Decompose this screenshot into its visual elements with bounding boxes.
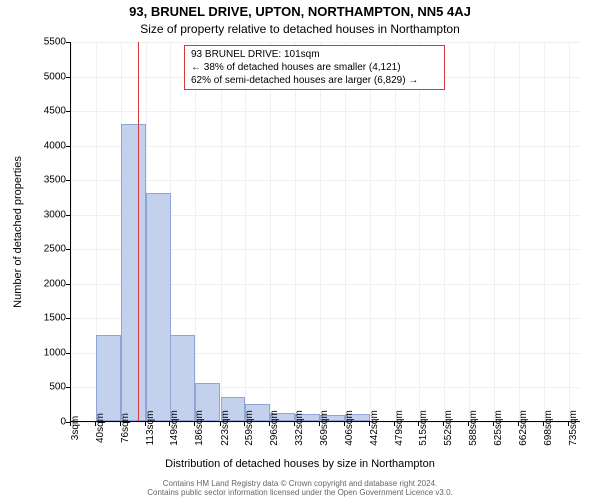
x-tick-label: 515sqm — [418, 410, 429, 446]
x-tick-label: 3sqm — [70, 416, 81, 440]
x-tick-label: 479sqm — [394, 410, 405, 446]
x-tick-label: 113sqm — [145, 411, 156, 446]
x-tick-label: 76sqm — [120, 413, 131, 443]
y-tick-label: 3000 — [44, 209, 66, 220]
x-tick-label: 259sqm — [244, 410, 255, 446]
x-axis-label: Distribution of detached houses by size … — [0, 458, 600, 470]
property-callout: 93 BRUNEL DRIVE: 101sqm ← 38% of detache… — [184, 45, 445, 90]
x-tick-label: 625sqm — [493, 410, 504, 446]
callout-smaller: ← 38% of detached houses are smaller (4,… — [191, 61, 438, 74]
x-tick-label: 296sqm — [269, 410, 280, 446]
histogram-bar — [121, 124, 146, 421]
histogram-bars — [71, 42, 580, 421]
plot-area: 93 BRUNEL DRIVE: 101sqm ← 38% of detache… — [70, 42, 580, 422]
x-tick-label: 735sqm — [568, 410, 579, 446]
y-tick-label: 2500 — [44, 244, 66, 255]
histogram-bar — [96, 335, 121, 421]
y-tick-label: 3500 — [44, 175, 66, 186]
chart-container: 93, BRUNEL DRIVE, UPTON, NORTHAMPTON, NN… — [0, 0, 600, 500]
x-tick-label: 369sqm — [319, 410, 330, 446]
footer-line2: Contains public sector information licen… — [0, 488, 600, 498]
y-tick-label: 1000 — [44, 347, 66, 358]
y-tick-label: 500 — [49, 382, 66, 393]
y-tick-label: 4000 — [44, 140, 66, 151]
x-tick-label: 223sqm — [220, 410, 231, 446]
y-tick-label: 2000 — [44, 278, 66, 289]
x-tick-label: 186sqm — [194, 410, 205, 446]
footer-line1: Contains HM Land Registry data © Crown c… — [0, 479, 600, 489]
x-tick-label: 40sqm — [95, 413, 106, 443]
x-tick-label: 332sqm — [294, 410, 305, 446]
callout-larger: 62% of semi-detached houses are larger (… — [191, 74, 438, 87]
x-tick-label: 698sqm — [543, 410, 554, 446]
chart-title-description: Size of property relative to detached ho… — [0, 22, 600, 36]
x-tick-label: 406sqm — [344, 410, 355, 446]
x-tick-label: 442sqm — [369, 410, 380, 446]
footer-attribution: Contains HM Land Registry data © Crown c… — [0, 479, 600, 498]
y-tick-label: 1500 — [44, 313, 66, 324]
x-tick-label: 552sqm — [443, 410, 454, 446]
y-axis-label: Number of detached properties — [12, 156, 24, 308]
histogram-bar — [146, 193, 171, 421]
y-tick-label: 5000 — [44, 71, 66, 82]
x-tick-label: 588sqm — [468, 410, 479, 446]
x-tick-label: 662sqm — [518, 410, 529, 446]
histogram-bar — [170, 335, 195, 421]
y-tick-label: 4500 — [44, 106, 66, 117]
y-tick-label: 5500 — [44, 37, 66, 48]
callout-title: 93 BRUNEL DRIVE: 101sqm — [191, 48, 438, 61]
property-marker-line — [138, 42, 139, 421]
x-tick-label: 149sqm — [169, 410, 180, 446]
chart-title-address: 93, BRUNEL DRIVE, UPTON, NORTHAMPTON, NN… — [0, 4, 600, 19]
